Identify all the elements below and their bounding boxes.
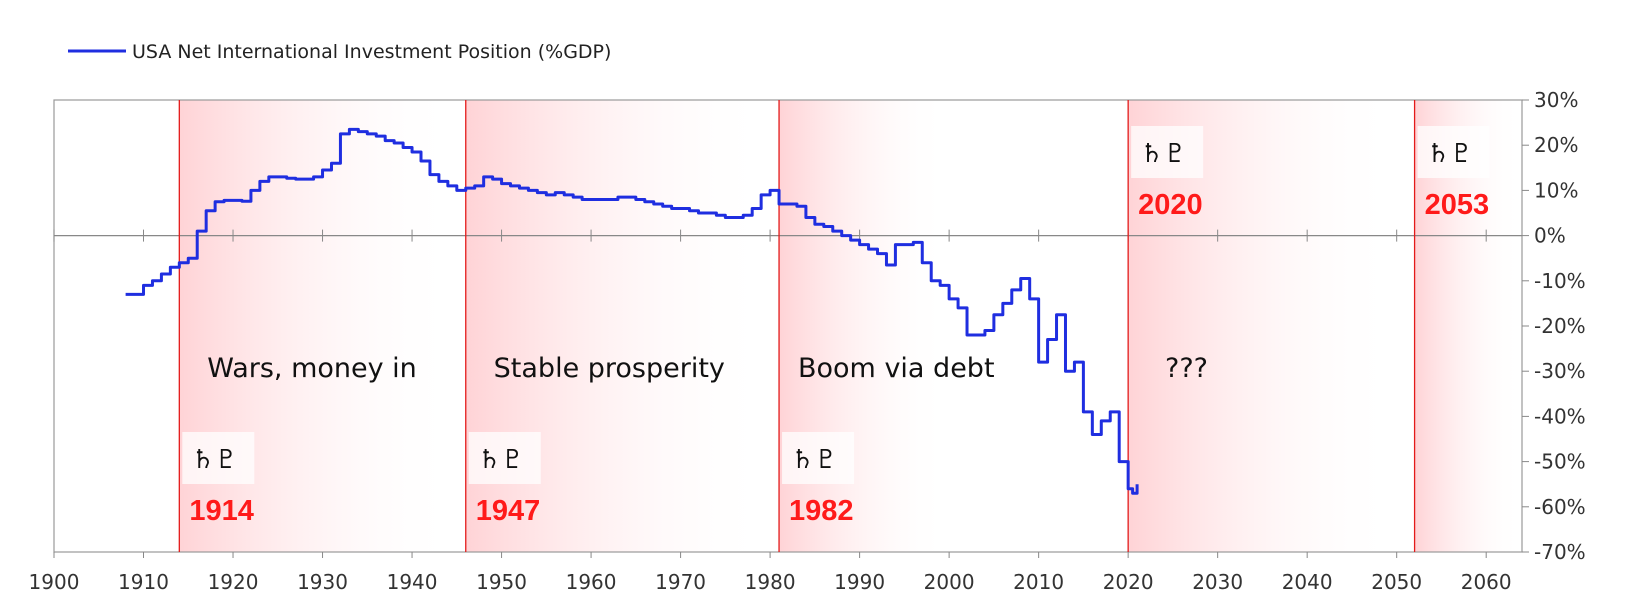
axes: 1900 1910 1920 1930 1940 1950 1960 1970 1980 1990… (29, 88, 1586, 594)
y-tick-label: 20% (1534, 133, 1578, 157)
x-tick-label: 2000 (924, 570, 975, 594)
saturn-pluto-conjunction-icon: ♄♇ (791, 445, 838, 475)
x-tick-label: 1990 (834, 570, 885, 594)
x-tick-label: 2060 (1461, 570, 1512, 594)
era-label: Wars, money in (207, 353, 417, 384)
y-tick-label: -40% (1534, 404, 1586, 428)
era-label: Boom via debt (798, 353, 995, 384)
x-tick-label: 1910 (118, 570, 169, 594)
y-tick-label: -70% (1534, 540, 1586, 564)
year-label-2020: 2020 (1138, 189, 1203, 221)
saturn-pluto-conjunction-icon: ♄♇ (1140, 139, 1187, 169)
glyph-box (468, 432, 541, 484)
era-label: Stable prosperity (494, 353, 725, 384)
glyph-box (1417, 126, 1490, 178)
x-tick-label: 2030 (1192, 570, 1243, 594)
x-tick-label: 1950 (476, 570, 527, 594)
year-label-1947: 1947 (476, 495, 541, 527)
y-tick-label: 30% (1534, 88, 1578, 112)
year-label-2053: 2053 (1425, 189, 1490, 221)
era-band-1947 (465, 100, 771, 552)
y-tick-label: -20% (1534, 314, 1586, 338)
x-tick-label: 2040 (1282, 570, 1333, 594)
era-band-1914 (179, 100, 457, 552)
x-tick-label: 2050 (1371, 570, 1422, 594)
glyph-box (1131, 126, 1204, 178)
x-tick-label: 1920 (208, 570, 259, 594)
y-tick-label: -30% (1534, 359, 1586, 383)
era-label: ??? (1165, 353, 1208, 384)
x-tick-label: 1940 (387, 570, 438, 594)
x-tick-label: 1970 (655, 570, 706, 594)
y-tick-label: 0% (1534, 224, 1566, 248)
legend-label: USA Net International Investment Positio… (132, 41, 611, 63)
glyph-box (782, 432, 855, 484)
era-band-1982 (779, 100, 950, 552)
saturn-pluto-conjunction-icon: ♄♇ (1427, 139, 1474, 169)
x-tick-label: 1930 (297, 570, 348, 594)
x-tick-label: 2020 (1103, 570, 1154, 594)
era-labels: Wars, money in Stable prosperity Boom via … (207, 353, 1208, 384)
legend: USA Net International Investment Positio… (68, 41, 611, 63)
year-label-1914: 1914 (189, 495, 254, 527)
saturn-pluto-conjunction-icon: ♄♇ (478, 445, 525, 475)
y-tick-label: -10% (1534, 269, 1586, 293)
x-tick-label: 1900 (29, 570, 80, 594)
y-tick-label: -60% (1534, 495, 1586, 519)
year-markers: ♄♇ 1914 ♄♇ 1947 ♄♇ 1982 ♄♇ 2020 ♄♇ 2053 (178, 100, 1490, 552)
x-tick-label: 1960 (566, 570, 617, 594)
y-tick-label: -50% (1534, 450, 1586, 474)
y-tick-label: 10% (1534, 178, 1578, 202)
year-label-1982: 1982 (789, 495, 854, 527)
era-bands (179, 100, 1522, 552)
x-tick-label: 1980 (745, 570, 796, 594)
x-tick-label: 2010 (1013, 570, 1064, 594)
series-line-usa-niip (125, 127, 1139, 495)
glyph-box (182, 432, 255, 484)
saturn-pluto-conjunction-icon: ♄♇ (191, 445, 238, 475)
